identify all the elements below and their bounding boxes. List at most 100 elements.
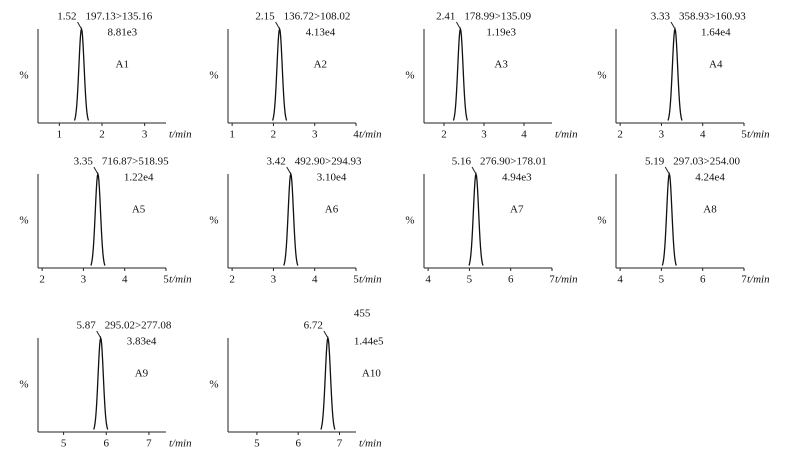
x-axis-label: t/min bbox=[359, 274, 382, 286]
compound-name: A10 bbox=[362, 368, 381, 380]
x-axis-label: t/min bbox=[169, 129, 192, 141]
x-tick-label: 5 bbox=[741, 129, 747, 141]
transition: 178.99>135.09 bbox=[464, 11, 531, 23]
peak-leader bbox=[670, 21, 676, 30]
x-axis-label: t/min bbox=[359, 129, 382, 141]
peak-label: 6.72 bbox=[304, 320, 323, 332]
peak-leader bbox=[286, 166, 292, 175]
x-axis-label: t/min bbox=[555, 274, 578, 286]
transition: 716.87>518.95 bbox=[102, 156, 169, 168]
x-tick-label: 5 bbox=[659, 274, 665, 286]
peak-label: 3.42 bbox=[267, 156, 286, 168]
peak bbox=[468, 171, 484, 266]
peak bbox=[667, 26, 683, 121]
x-tick-label: 5 bbox=[467, 274, 473, 286]
y-axis-label: % bbox=[19, 215, 28, 227]
x-tick-label: 2 bbox=[99, 129, 105, 141]
x-tick-label: 4 bbox=[122, 274, 128, 286]
x-axis-label: t/min bbox=[747, 129, 770, 141]
y-axis-label: % bbox=[209, 379, 218, 391]
x-axis-label: t/min bbox=[747, 274, 770, 286]
x-tick-label: 6 bbox=[700, 274, 706, 286]
y-axis-label: % bbox=[19, 70, 28, 82]
compound-name: A5 bbox=[132, 204, 146, 216]
transition: 295.02>277.08 bbox=[105, 320, 172, 332]
transition: 492.90>294.93 bbox=[295, 156, 362, 168]
transition: 136.72>108.02 bbox=[284, 11, 351, 23]
x-axis-label: t/min bbox=[169, 438, 192, 450]
x-tick-label: 4 bbox=[617, 274, 623, 286]
peak-label: 3.35 bbox=[74, 156, 94, 168]
y-axis-label: % bbox=[597, 70, 606, 82]
intensity: 4.13e4 bbox=[306, 27, 336, 39]
peak bbox=[320, 335, 336, 430]
x-tick-label: 2 bbox=[229, 274, 235, 286]
x-tick-label: 4 bbox=[425, 274, 431, 286]
x-tick-label: 2 bbox=[39, 274, 45, 286]
y-axis-label: % bbox=[209, 215, 218, 227]
peak bbox=[283, 171, 299, 266]
y-axis-label: % bbox=[19, 379, 28, 391]
compound-name: A1 bbox=[116, 59, 129, 71]
transition: 358.93>160.93 bbox=[679, 11, 746, 23]
compound-name: A2 bbox=[314, 59, 327, 71]
compound-name: A3 bbox=[494, 59, 508, 71]
peak-label: 5.16 bbox=[452, 156, 472, 168]
compound-name: A8 bbox=[703, 204, 717, 216]
peak-label: 5.87 bbox=[76, 320, 96, 332]
x-tick-label: 6 bbox=[508, 274, 514, 286]
x-tick-label: 3 bbox=[312, 129, 318, 141]
transition: 197.13>135.16 bbox=[86, 11, 153, 23]
x-tick-label: 6 bbox=[104, 438, 110, 450]
x-tick-label: 4 bbox=[700, 129, 706, 141]
x-tick-label: 3 bbox=[271, 274, 277, 286]
peak bbox=[452, 26, 469, 121]
x-tick-label: 2 bbox=[271, 129, 277, 141]
peak-leader bbox=[323, 330, 329, 339]
x-tick-label: 3 bbox=[142, 129, 148, 141]
x-tick-label: 5 bbox=[163, 274, 169, 286]
x-tick-label: 3 bbox=[81, 274, 87, 286]
peak-leader bbox=[93, 166, 99, 175]
intensity: 1.44e5 bbox=[354, 336, 384, 348]
intensity: 3.83e4 bbox=[127, 336, 157, 348]
x-tick-label: 4 bbox=[353, 129, 359, 141]
x-tick-label: 4 bbox=[312, 274, 318, 286]
y-axis-label: % bbox=[209, 70, 218, 82]
x-tick-label: 5 bbox=[61, 438, 67, 450]
x-tick-label: 7 bbox=[741, 274, 747, 286]
x-tick-label: 6 bbox=[295, 438, 301, 450]
peak bbox=[661, 171, 677, 266]
x-axis-label: t/min bbox=[169, 274, 192, 286]
peak bbox=[93, 335, 109, 430]
y-axis-label: % bbox=[405, 215, 414, 227]
peak-label: 1.52 bbox=[57, 11, 76, 23]
intensity: 1.22e4 bbox=[124, 172, 154, 184]
intensity: 3.10e4 bbox=[317, 172, 347, 184]
peak-label: 2.15 bbox=[255, 11, 275, 23]
compound-name: A6 bbox=[325, 204, 339, 216]
x-axis-label: t/min bbox=[555, 129, 578, 141]
peak-leader bbox=[664, 166, 670, 175]
peak-leader bbox=[455, 21, 461, 30]
peak bbox=[271, 26, 288, 121]
x-tick-label: 5 bbox=[254, 438, 260, 450]
intensity: 1.64e4 bbox=[701, 27, 731, 39]
peak-leader bbox=[471, 166, 477, 175]
peak-label: 5.19 bbox=[645, 156, 665, 168]
x-tick-label: 7 bbox=[549, 274, 555, 286]
x-tick-label: 1 bbox=[57, 129, 63, 141]
compound-name: A4 bbox=[709, 59, 723, 71]
x-tick-label: 3 bbox=[659, 129, 665, 141]
peak bbox=[90, 171, 106, 266]
peak-label: 3.33 bbox=[651, 11, 671, 23]
x-tick-label: 7 bbox=[146, 438, 152, 450]
x-axis-label: t/min bbox=[359, 438, 382, 450]
transition: 276.90>178.01 bbox=[480, 156, 547, 168]
x-tick-label: 4 bbox=[521, 129, 527, 141]
peak bbox=[73, 26, 90, 121]
intensity: 4.24e4 bbox=[695, 172, 725, 184]
x-tick-label: 3 bbox=[481, 129, 487, 141]
x-tick-label: 2 bbox=[617, 129, 623, 141]
